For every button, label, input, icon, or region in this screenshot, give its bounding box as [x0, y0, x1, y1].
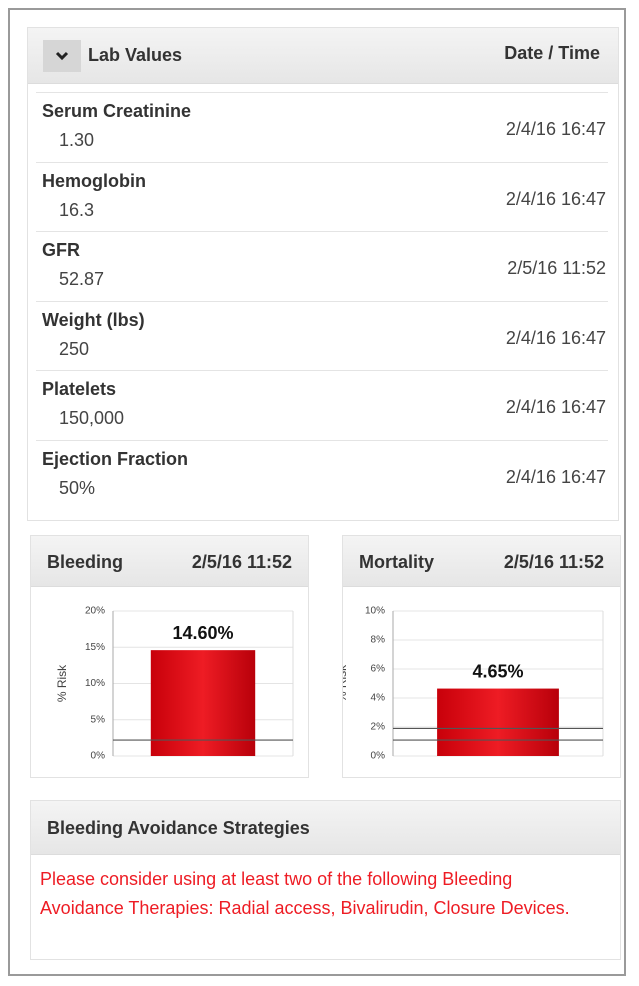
- y-tick-label: 0%: [91, 751, 106, 762]
- lab-name: GFR: [42, 240, 80, 260]
- lab-value: 50%: [59, 477, 96, 498]
- lab-row: Weight (lbs) 250 2/4/16 16:47: [36, 300, 608, 371]
- lab-datetime: 2/5/16 11:52: [507, 258, 606, 278]
- lab-row: Ejection Fraction 50% 2/4/16 16:47: [36, 439, 608, 510]
- bar: [150, 650, 256, 756]
- lab-name: Serum Creatinine: [42, 101, 192, 121]
- bleeding-header: Bleeding 2/5/16 11:52: [31, 536, 308, 587]
- y-tick-label: 8%: [371, 635, 386, 646]
- lab-name: Weight (lbs): [42, 309, 145, 330]
- y-tick-label: 0%: [371, 751, 386, 762]
- bleeding-panel: Bleeding 2/5/16 11:52 0% 5% 10% 15% 20% % Ris…: [30, 535, 309, 778]
- y-axis-label: % Risk: [343, 664, 349, 702]
- lab-header: Lab Values Date / Time: [28, 28, 618, 84]
- mortality-header: Mortality 2/5/16 11:52: [343, 536, 620, 587]
- lab-value: 52.87: [59, 269, 105, 289]
- lab-row: Platelets 150,000 2/4/16 16:47: [36, 370, 608, 440]
- chart-datetime: 2/5/16 11:52: [503, 552, 604, 572]
- lab-datetime: 2/4/16 16:47: [505, 119, 606, 139]
- lab-row: Serum Creatinine 1.30 2/4/16 16:47: [36, 92, 608, 162]
- lab-row: Hemoglobin 16.3 2/4/16 16:47: [36, 161, 608, 232]
- lab-title: Lab Values: [88, 45, 183, 65]
- chart-title: Mortality: [359, 552, 435, 572]
- lab-value: 16.3: [59, 199, 95, 220]
- lab-datetime: 2/4/16 16:47: [505, 327, 606, 348]
- value-label: 14.60%: [172, 623, 233, 643]
- chevron: [55, 51, 69, 61]
- mortality-chart: 0% 2% 4% 6% 8% 10% % Risk 4.65%: [343, 606, 604, 762]
- lab-row: GFR 52.87 2/5/16 11:52: [36, 231, 608, 301]
- lab-panel: Lab Values Date / Time Serum Creatinine 1…: [27, 27, 619, 521]
- y-tick-label: 20%: [85, 606, 105, 617]
- mortality-panel: Mortality 2/5/16 11:52 0% 2% 4% 6% 8% 10% % Ri…: [342, 535, 621, 778]
- strategies-header: Bleeding Avoidance Strategies: [31, 801, 620, 855]
- lab-name: Ejection Fraction: [42, 448, 189, 469]
- bleeding-chart: 0% 5% 10% 15% 20% % Risk 14.60%: [55, 606, 294, 762]
- lab-value: 250: [59, 338, 90, 359]
- y-tick-label: 6%: [371, 664, 386, 675]
- y-tick-label: 4%: [371, 693, 386, 704]
- lab-name: Platelets: [42, 379, 117, 399]
- datetime-header: Date / Time: [504, 43, 600, 63]
- y-tick-label: 5%: [91, 714, 106, 725]
- collapse-button[interactable]: [43, 40, 81, 72]
- strategies-title: Bleeding Avoidance Strategies: [47, 818, 310, 838]
- y-axis-label: % Risk: [55, 664, 69, 702]
- lab-value: 150,000: [59, 408, 125, 428]
- frame: [8, 8, 626, 976]
- lab-datetime: 2/4/16 16:47: [505, 188, 606, 209]
- strategies-panel: Bleeding Avoidance Strategies Please con…: [30, 800, 621, 960]
- y-tick-label: 2%: [371, 722, 386, 733]
- y-tick-label: 15%: [85, 642, 105, 653]
- y-tick-label: 10%: [85, 678, 105, 689]
- value-label: 4.65%: [472, 661, 523, 681]
- chart-datetime: 2/5/16 11:52: [191, 552, 292, 572]
- lab-datetime: 2/4/16 16:47: [505, 466, 606, 487]
- strategies-text: Please consider using at least two of th…: [40, 869, 570, 918]
- y-tick-label: 10%: [365, 606, 385, 617]
- lab-name: Hemoglobin: [42, 170, 146, 191]
- lab-datetime: 2/4/16 16:47: [505, 397, 606, 417]
- lab-value: 1.30: [59, 130, 95, 150]
- bar: [437, 688, 559, 756]
- chart-title: Bleeding: [47, 552, 124, 572]
